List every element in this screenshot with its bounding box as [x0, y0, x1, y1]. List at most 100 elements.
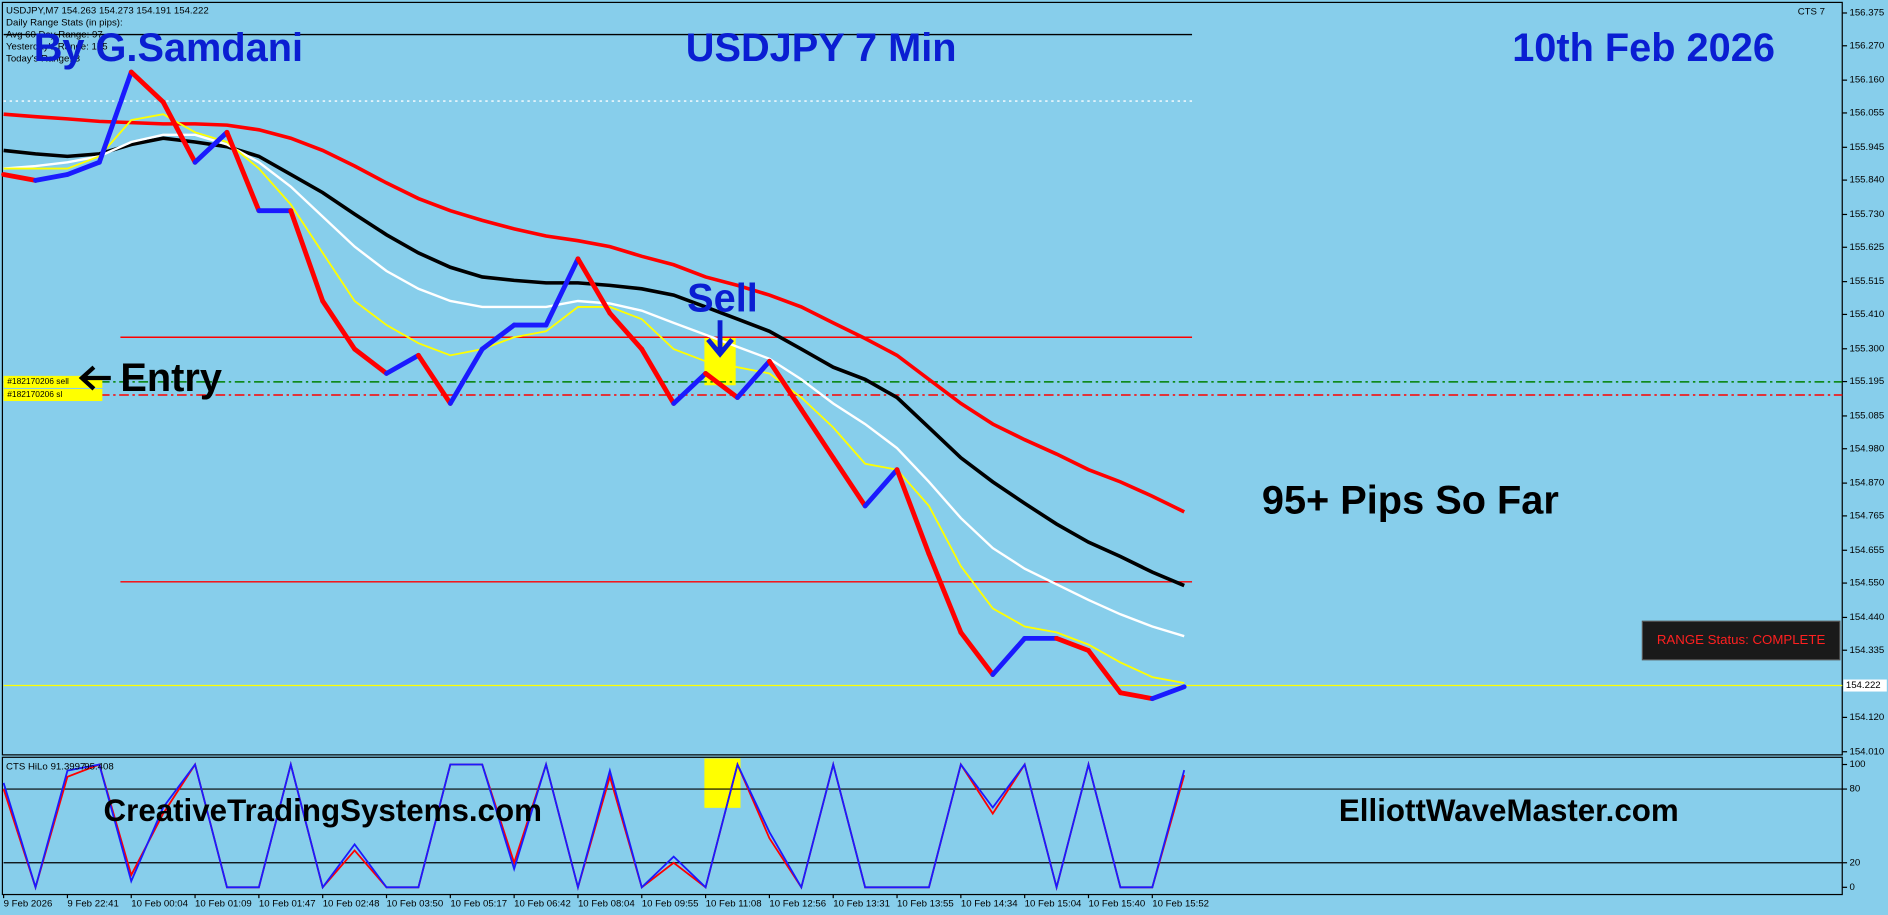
price-segment	[543, 256, 581, 328]
y-tick-label: 156.160	[1849, 75, 1884, 86]
chart-title: USDJPY 7 Min	[686, 26, 957, 70]
stats-line: Avg 60 Day Range: 97	[6, 29, 103, 40]
x-tick-label: 9 Feb 22:41	[67, 899, 118, 910]
plot-layer: #182170206 sell #182170206 sl 154.222 156.3…	[1, 8, 1887, 910]
price-segment	[1, 172, 38, 183]
x-tick-label: 10 Feb 01:09	[195, 899, 252, 910]
x-tick-label: 10 Feb 09:55	[642, 899, 699, 910]
price-segment	[607, 310, 645, 352]
y-tick-label: 155.085	[1849, 410, 1884, 421]
price-segment	[224, 129, 262, 214]
y-tick-label: 156.270	[1849, 40, 1884, 51]
x-tick-label: 10 Feb 02:48	[323, 899, 380, 910]
price-segment	[192, 129, 230, 165]
price-segment	[128, 69, 166, 105]
x-tick-label: 10 Feb 08:04	[578, 899, 635, 910]
y-tick-label: 155.195	[1849, 376, 1884, 387]
y-tick-label: 154.335	[1849, 645, 1884, 656]
price-segment	[575, 256, 613, 316]
y-tick-label: 156.375	[1849, 8, 1884, 19]
x-tick-label: 10 Feb 13:31	[833, 899, 890, 910]
trade-label: #182170206 sell	[7, 376, 69, 386]
price-segment	[703, 371, 740, 400]
trade-label-box	[3, 388, 103, 402]
stats-line: Today's Range: 3	[6, 54, 80, 65]
price-segment	[798, 406, 836, 461]
price-segment	[1117, 690, 1155, 702]
price-segment	[320, 298, 358, 352]
oscillator-value: 91.3997	[51, 761, 86, 772]
price-segment	[384, 352, 421, 376]
main-panel-frame	[1, 1, 1843, 756]
price-segment	[160, 99, 198, 165]
y-tick-label: 0	[1849, 882, 1854, 893]
x-tick-label: 9 Feb 2026	[4, 899, 53, 910]
y-tick-label: 80	[1849, 784, 1860, 795]
range-status-box	[1641, 620, 1841, 661]
x-tick-label: 10 Feb 14:34	[961, 899, 1018, 910]
price-segment	[958, 630, 996, 678]
price-segment	[862, 467, 900, 509]
x-tick-label: 10 Feb 01:47	[259, 899, 316, 910]
result-label: 95+ Pips So Far	[1262, 479, 1559, 523]
signal-arrow	[706, 320, 734, 358]
x-tick-label: 10 Feb 06:42	[514, 899, 571, 910]
y-tick-label: 155.300	[1849, 343, 1884, 354]
price-segment	[735, 358, 772, 400]
price-segment	[926, 551, 964, 635]
price-segment	[416, 352, 453, 406]
y-tick-label: 155.730	[1849, 209, 1884, 220]
x-tick-label: 10 Feb 13:55	[897, 899, 954, 910]
price-segment	[1086, 648, 1123, 696]
range-status: RANGE Status: COMPLETE	[1657, 632, 1826, 647]
y-tick-label: 156.055	[1849, 107, 1884, 118]
price-segment	[1149, 684, 1187, 702]
x-tick-label: 10 Feb 15:40	[1088, 899, 1145, 910]
series-line	[2, 760, 1186, 891]
symbol-line: USDJPY,M7 154.263 154.273 154.191 154.22…	[6, 5, 209, 16]
stats-title: Daily Range Stats (in pips):	[6, 17, 123, 28]
current-price-box	[1843, 679, 1887, 692]
y-tick-label: 155.625	[1849, 242, 1884, 253]
x-tick-label: 10 Feb 05:17	[450, 899, 507, 910]
series-line	[3, 112, 1186, 514]
price-segment	[352, 346, 389, 376]
price-segment	[65, 159, 102, 177]
entry-label: Entry	[120, 356, 222, 400]
y-tick-label: 20	[1849, 857, 1860, 868]
x-tick-label: 10 Feb 15:52	[1152, 899, 1209, 910]
indicator-tag: CTS 7	[1798, 7, 1825, 18]
entry-arrow	[78, 365, 111, 391]
y-tick-label: 154.010	[1849, 746, 1884, 757]
price-segment	[639, 346, 677, 406]
oscillator-title: CTS HiLo	[6, 761, 48, 772]
oscillator-highlight	[704, 758, 741, 808]
price-segment	[1054, 635, 1091, 653]
current-price-label: 154.222	[1846, 680, 1881, 691]
y-tick-label: 155.945	[1849, 142, 1884, 153]
price-segment	[671, 371, 708, 406]
signal-label: Sell	[687, 276, 758, 320]
y-tick-label: 155.410	[1849, 309, 1884, 320]
x-tick-label: 10 Feb 11:08	[706, 899, 762, 910]
date: 10th Feb 2026	[1512, 26, 1775, 70]
x-tick-label: 10 Feb 03:50	[387, 899, 444, 910]
y-tick-label: 154.870	[1849, 478, 1884, 489]
author: By G.Samdani	[34, 26, 303, 70]
y-tick-label: 100	[1849, 759, 1865, 770]
price-segment	[33, 172, 70, 183]
x-tick-label: 10 Feb 00:04	[131, 899, 188, 910]
y-tick-label: 154.980	[1849, 443, 1884, 454]
price-segment	[96, 69, 134, 165]
series-line	[3, 133, 1185, 638]
site-right: ElliottWaveMaster.com	[1339, 793, 1679, 828]
price-segment	[894, 467, 932, 557]
y-tick-label: 154.765	[1849, 510, 1884, 521]
price-segment	[288, 208, 326, 304]
y-tick-label: 155.515	[1849, 276, 1884, 287]
site-left: CreativeTradingSystems.com	[104, 793, 542, 828]
